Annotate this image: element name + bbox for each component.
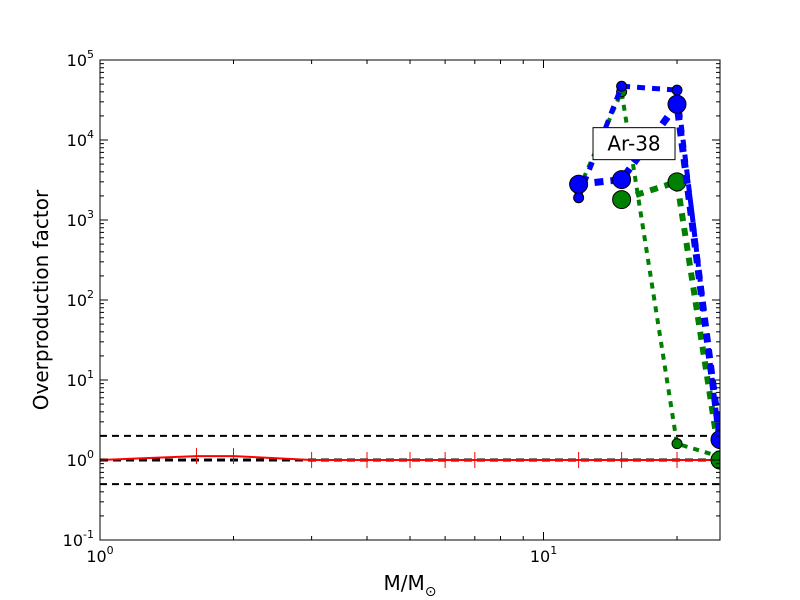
series-3-line (578, 95, 720, 441)
series-3-point (710, 430, 720, 450)
y-tick-label: 104 (67, 128, 94, 150)
series-5-point (612, 190, 632, 210)
annotation-box (592, 127, 676, 161)
series-2-point (671, 84, 683, 96)
y-tick-label: 102 (67, 288, 94, 310)
y-tick-label: 105 (67, 48, 94, 70)
y-tick-label: 101 (67, 368, 94, 390)
reference-lines (100, 434, 720, 486)
x-tick-label: 100 (86, 544, 113, 566)
annotation-layer: Ar-38 (592, 127, 676, 161)
x-axis-title: M/M⊙ (384, 571, 437, 600)
y-axis-title: Overproduction factor (29, 189, 53, 410)
series-2-point (573, 192, 585, 204)
series-5-line (620, 177, 720, 461)
series-3-point (667, 94, 687, 114)
series-3-point (612, 170, 632, 190)
series-4-point (671, 438, 683, 450)
series-3-point (569, 174, 589, 194)
annotation-label: Ar-38 (607, 132, 660, 156)
y-tick-label: 10-1 (63, 528, 94, 550)
x-tick-label: 101 (530, 544, 557, 566)
series-1-line (100, 455, 720, 461)
series-2-point (616, 80, 628, 92)
y-tick-label: 103 (67, 208, 94, 230)
y-tick-label: 100 (67, 448, 94, 470)
